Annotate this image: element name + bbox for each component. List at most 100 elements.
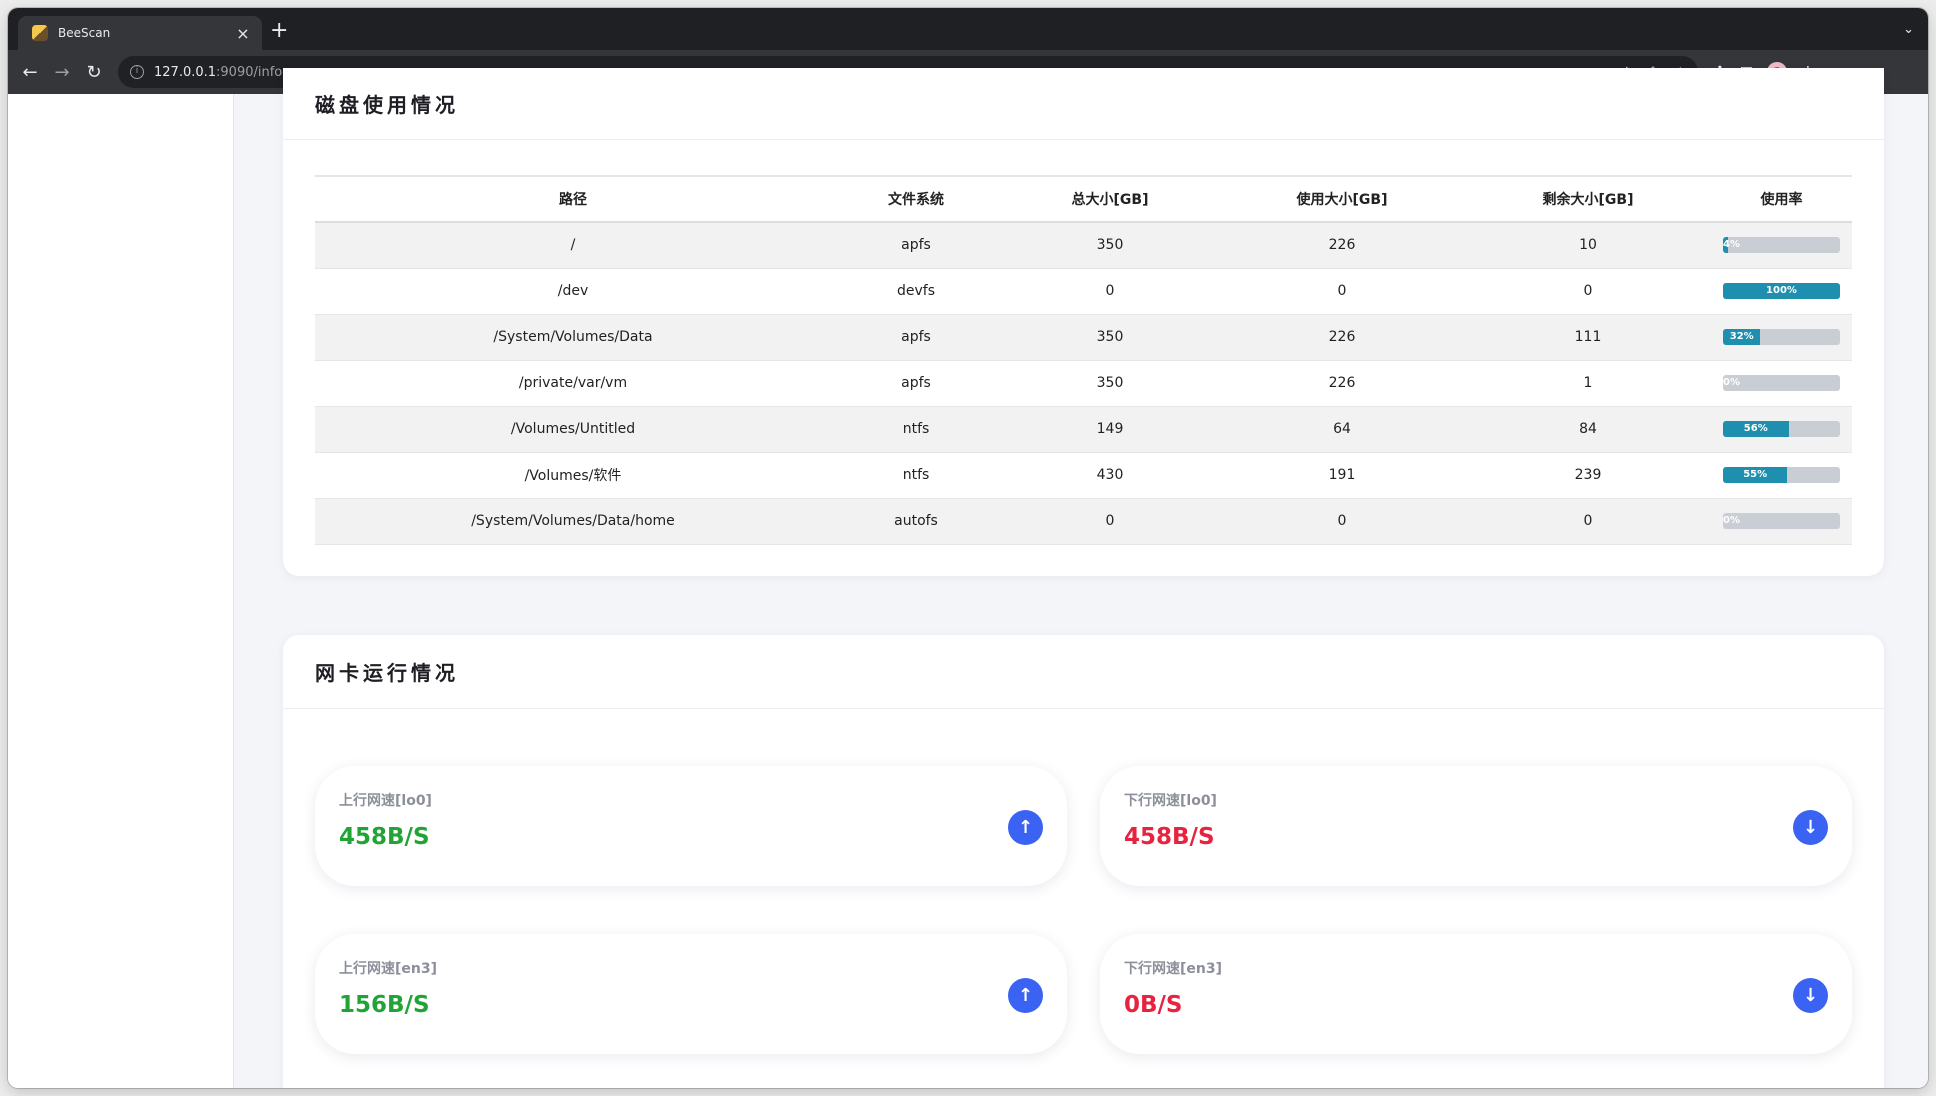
table-row: /dev devfs 0 0 0 100%	[315, 268, 1852, 315]
browser-window: BeeScan × + ⌄ ← → ↻ i 127.0.0.1 :9090/in…	[8, 8, 1928, 1088]
arrow-down-icon[interactable]: ↓	[1793, 810, 1828, 845]
cell-used-size: 0	[1219, 268, 1465, 315]
table-row: /System/Volumes/Data apfs 350 226 111 32%	[315, 314, 1852, 361]
table-row: /System/Volumes/Data/home autofs 0 0 0 0%	[315, 498, 1852, 545]
disk-usage-card: 磁盘使用情况 路径 文件系统 总大小[GB] 使用大小[GB] 剩余大小[GB]…	[283, 68, 1884, 576]
disk-usage-table: 路径 文件系统 总大小[GB] 使用大小[GB] 剩余大小[GB] 使用率 / a…	[315, 175, 1852, 545]
usage-progress-bar: 56%	[1723, 421, 1840, 437]
header-path: 路径	[315, 175, 831, 223]
network-speed-value: 156B/S	[339, 992, 430, 1018]
table-header-row: 路径 文件系统 总大小[GB] 使用大小[GB] 剩余大小[GB] 使用率	[315, 175, 1852, 223]
sidebar	[8, 94, 234, 1088]
cell-free-size: 239	[1465, 452, 1711, 499]
network-speed-card: 下行网速[lo0] 458B/S ↓	[1100, 766, 1852, 886]
usage-progress-bar: 32%	[1723, 329, 1840, 345]
cell-free-size: 0	[1465, 268, 1711, 315]
header-total-size: 总大小[GB]	[1001, 175, 1219, 223]
cell-filesystem: devfs	[831, 268, 1001, 315]
cell-filesystem: apfs	[831, 314, 1001, 361]
network-speed-card: 上行网速[lo0] 458B/S ↑	[315, 766, 1067, 886]
arrow-up-icon[interactable]: ↑	[1008, 978, 1043, 1013]
usage-progress-bar: 0%	[1723, 375, 1840, 391]
tab-strip: BeeScan × + ⌄	[8, 8, 1928, 50]
header-usage-rate: 使用率	[1711, 175, 1852, 223]
cell-path: /private/var/vm	[315, 360, 831, 407]
network-status-title: 网卡运行情况	[283, 635, 1884, 709]
cell-filesystem: ntfs	[831, 406, 1001, 453]
cell-filesystem: autofs	[831, 498, 1001, 545]
disk-usage-title: 磁盘使用情况	[283, 68, 1884, 140]
network-speed-value: 458B/S	[339, 824, 430, 850]
tab-beescan[interactable]: BeeScan ×	[18, 16, 262, 50]
cell-used-size: 0	[1219, 498, 1465, 545]
cell-total-size: 149	[1001, 406, 1219, 453]
cell-filesystem: ntfs	[831, 452, 1001, 499]
header-filesystem: 文件系统	[831, 175, 1001, 223]
cell-used-size: 191	[1219, 452, 1465, 499]
cell-used-size: 64	[1219, 406, 1465, 453]
cell-path: /System/Volumes/Data	[315, 314, 831, 361]
arrow-down-icon[interactable]: ↓	[1793, 978, 1828, 1013]
usage-progress-label: 0%	[1723, 377, 1740, 388]
network-speed-card: 下行网速[en3] 0B/S ↓	[1100, 934, 1852, 1054]
table-row: /private/var/vm apfs 350 226 1 0%	[315, 360, 1852, 407]
cell-usage-rate: 0%	[1711, 360, 1852, 407]
usage-progress-bar: 4%	[1723, 237, 1840, 254]
new-tab-button[interactable]: +	[270, 18, 289, 43]
cell-usage-rate: 100%	[1711, 268, 1852, 315]
cell-filesystem: apfs	[831, 360, 1001, 407]
usage-progress-fill	[1723, 283, 1840, 299]
network-speed-value: 0B/S	[1124, 992, 1183, 1018]
cell-free-size: 1	[1465, 360, 1711, 407]
tab-title: BeeScan	[58, 26, 111, 40]
back-button[interactable]: ←	[22, 61, 38, 83]
usage-progress-bar: 0%	[1723, 513, 1840, 529]
network-speed-label: 上行网速[en3]	[339, 961, 437, 977]
cell-filesystem: apfs	[831, 222, 1001, 269]
usage-progress-label: 55%	[1743, 469, 1768, 480]
url-path: :9090/info	[216, 64, 283, 80]
usage-progress-label: 0%	[1723, 515, 1740, 526]
site-info-icon[interactable]: i	[130, 65, 144, 79]
usage-progress-label: 100%	[1766, 285, 1797, 296]
cell-total-size: 350	[1001, 314, 1219, 361]
cell-total-size: 0	[1001, 268, 1219, 315]
cell-free-size: 111	[1465, 314, 1711, 361]
network-speed-label: 下行网速[en3]	[1124, 961, 1222, 977]
usage-progress-fill	[1723, 237, 1728, 254]
usage-progress-fill	[1723, 467, 1788, 483]
cell-used-size: 226	[1219, 222, 1465, 269]
cell-path: /System/Volumes/Data/home	[315, 498, 831, 545]
beescan-favicon-icon	[32, 25, 48, 41]
cell-total-size: 350	[1001, 360, 1219, 407]
network-speed-label: 上行网速[lo0]	[339, 793, 432, 809]
network-speed-value: 458B/S	[1124, 824, 1215, 850]
cell-path: /Volumes/Untitled	[315, 406, 831, 453]
network-speed-label: 下行网速[lo0]	[1124, 793, 1217, 809]
cell-total-size: 430	[1001, 452, 1219, 499]
url-host: 127.0.0.1	[154, 64, 217, 80]
cell-usage-rate: 0%	[1711, 498, 1852, 545]
table-row: /Volumes/软件 ntfs 430 191 239 55%	[315, 452, 1852, 499]
tab-search-chevron-icon[interactable]: ⌄	[1903, 22, 1914, 37]
network-speed-card: 上行网速[en3] 156B/S ↑	[315, 934, 1067, 1054]
cell-used-size: 226	[1219, 360, 1465, 407]
tab-close-icon[interactable]: ×	[236, 23, 250, 43]
header-used-size: 使用大小[GB]	[1219, 175, 1465, 223]
cell-total-size: 0	[1001, 498, 1219, 545]
cell-free-size: 0	[1465, 498, 1711, 545]
cell-usage-rate: 32%	[1711, 314, 1852, 361]
reload-button[interactable]: ↻	[86, 61, 102, 83]
cell-used-size: 226	[1219, 314, 1465, 361]
usage-progress-bar: 55%	[1723, 467, 1840, 483]
header-free-size: 剩余大小[GB]	[1465, 175, 1711, 223]
cell-path: /dev	[315, 268, 831, 315]
table-row: /Volumes/Untitled ntfs 149 64 84 56%	[315, 406, 1852, 453]
usage-progress-fill	[1723, 329, 1761, 345]
forward-button[interactable]: →	[54, 61, 70, 83]
cell-path: /	[315, 222, 831, 269]
arrow-up-icon[interactable]: ↑	[1008, 810, 1043, 845]
cell-free-size: 10	[1465, 222, 1711, 269]
usage-progress-label: 4%	[1723, 239, 1740, 251]
cell-usage-rate: 56%	[1711, 406, 1852, 453]
